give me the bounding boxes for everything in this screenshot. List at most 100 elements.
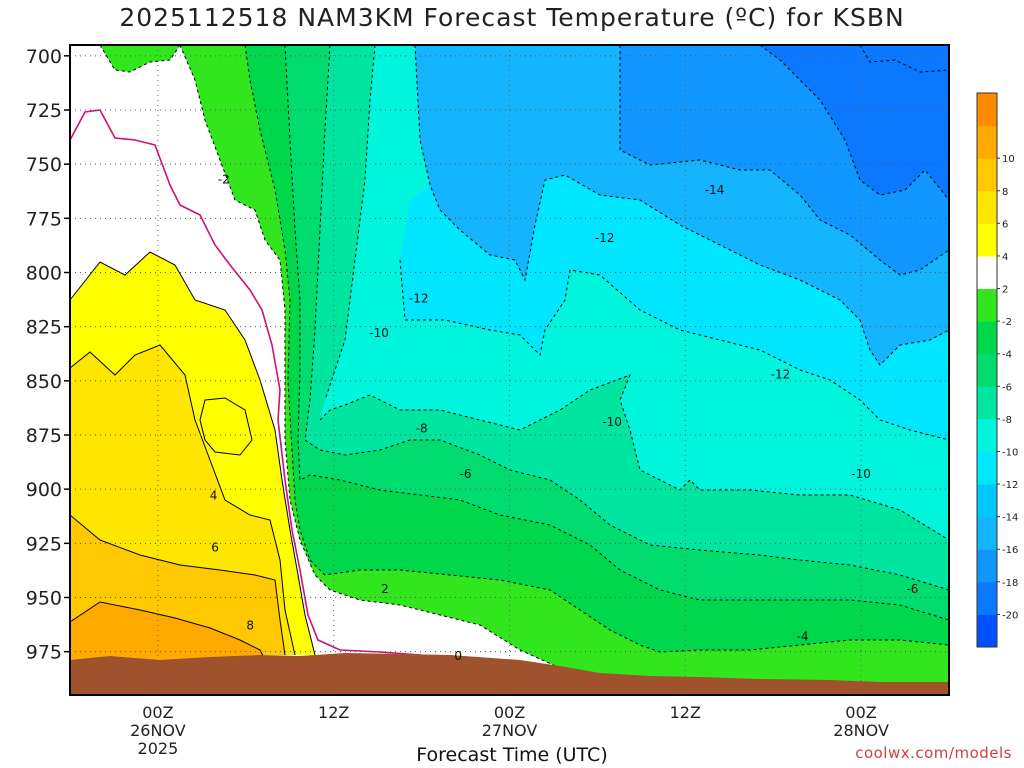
band-minus-2-top: [100, 45, 180, 72]
colorbar-label: -6: [1002, 382, 1012, 393]
contour-label: -14: [705, 183, 725, 197]
y-tick-label: 950: [26, 588, 62, 610]
colorbar: -20 -18 -16 -14 -12 -10 -8 -6 -4 -2 2 4 6 8 10: [976, 92, 1018, 648]
contour-label: 6: [211, 541, 219, 555]
colorbar-swatch: [977, 158, 997, 192]
contour-label: -8: [416, 422, 428, 436]
colorbar-swatch: [977, 418, 997, 452]
y-tick-label: 875: [26, 425, 62, 447]
colorbar-label: -20: [1002, 610, 1018, 621]
x-tick-label: 28NOV: [833, 721, 889, 740]
isotherm-minus-12: [405, 269, 949, 441]
isotherm-minus-10: [319, 259, 949, 541]
contour-label: 2: [381, 582, 389, 596]
colorbar-label: -12: [1002, 480, 1018, 491]
colorbar-swatch: [977, 484, 997, 518]
x-tick-label: 12Z: [670, 703, 701, 722]
band-minus-14: [415, 45, 949, 365]
colorbar-swatch: [977, 353, 997, 387]
colorbar-label: 6: [1002, 219, 1008, 230]
contour-label: -12: [595, 231, 615, 245]
x-tick-label: 27NOV: [482, 721, 538, 740]
colorbar-swatch: [977, 93, 997, 127]
colorbar-swatch: [977, 516, 997, 550]
colorbar-swatch: [977, 288, 997, 322]
colorbar-swatch: [977, 581, 997, 615]
isotherm-4: [70, 344, 296, 656]
colorbar-swatch: [977, 451, 997, 485]
y-tick-label: 850: [26, 371, 62, 393]
contour-label: -12: [409, 292, 429, 306]
x-tick-label: 2025: [138, 739, 179, 758]
contour-label: -10: [602, 415, 622, 429]
colorbar-frame: [976, 92, 998, 648]
isotherm-6: [70, 514, 286, 656]
colorbar-label: 4: [1002, 252, 1008, 263]
contour-label: -6: [906, 582, 918, 596]
contour-label: -10: [369, 326, 389, 340]
y-tick-label: 725: [26, 100, 62, 122]
x-tick-label: 26NOV: [130, 721, 186, 740]
plot-frame: [69, 44, 950, 696]
contour-label: -4: [797, 630, 809, 644]
band-minus-16: [620, 45, 949, 275]
isotherm-minus-12-upper: [324, 45, 376, 401]
x-tick-label: 12Z: [318, 703, 349, 722]
contour-label: 4: [210, 489, 218, 503]
colorbar-swatch: [977, 386, 997, 420]
isotherm-2: [70, 251, 316, 656]
colorbar-label: 2: [1002, 285, 1008, 296]
colorbar-label: -2: [1002, 317, 1012, 328]
band-2-4-island: [200, 398, 252, 455]
x-tick-label: 00Z: [494, 703, 525, 722]
y-tick-label: 900: [26, 479, 62, 501]
x-axis-title: Forecast Time (UTC): [416, 744, 608, 766]
colorbar-swatch: [977, 321, 997, 355]
isotherm-4-island: [199, 397, 253, 456]
y-axis: 700 725 750 775 800 825 850 875 900 925 950 975: [26, 46, 70, 664]
contour-labels: -2 -14 -12 -12 -10 -12 -8 -10 -6 -10 4 6 2 -6 8 -4 0: [210, 172, 919, 663]
band-minus-8: [305, 45, 949, 590]
contour-label: 0: [454, 649, 462, 663]
colorbar-label: 10: [1002, 154, 1015, 165]
contour-label: -10: [851, 467, 871, 481]
colorbar-swatch: [977, 190, 997, 224]
y-tick-label: 700: [26, 46, 62, 68]
y-tick-label: 750: [26, 154, 62, 176]
y-tick-label: 800: [26, 263, 62, 285]
y-tick-label: 825: [26, 317, 62, 339]
isotherm-minus-20: [859, 45, 949, 73]
source-credit[interactable]: coolwx.com/models: [855, 744, 1012, 762]
contour-label: -6: [460, 467, 472, 481]
colorbar-swatch: [977, 125, 997, 159]
colorbar-swatch: [977, 223, 997, 257]
contour-label: -12: [771, 367, 791, 381]
colorbar-label: -14: [1002, 513, 1018, 524]
y-tick-label: 925: [26, 533, 62, 555]
chart-title: 2025112518 NAM3KM Forecast Temperature (…: [119, 3, 905, 32]
isotherm-minus-8: [304, 45, 949, 591]
gridlines: [70, 45, 949, 695]
colorbar-swatch: [977, 614, 997, 648]
y-tick-label: 975: [26, 642, 62, 664]
contour-label: 8: [246, 619, 254, 633]
contour-label: -2: [218, 172, 230, 186]
x-tick-label: 00Z: [845, 703, 876, 722]
colorbar-label: -4: [1002, 350, 1012, 361]
positive-isotherms: [70, 251, 316, 661]
colorbar-label: -10: [1002, 447, 1018, 458]
isotherm-8: [70, 601, 266, 661]
colorbar-label: -18: [1002, 578, 1018, 589]
isotherm-minus-16: [619, 45, 949, 276]
x-tick-label: 00Z: [142, 703, 173, 722]
negative-isotherms: [99, 45, 949, 695]
colorbar-swatch: [977, 255, 997, 290]
band-minus-6: [285, 45, 949, 620]
band-8-10: [70, 602, 265, 660]
isotherm-minus-4: [244, 45, 949, 653]
isotherm-zero: [70, 109, 566, 677]
colorbar-swatch: [977, 549, 997, 583]
colorbar-label: -16: [1002, 545, 1018, 556]
